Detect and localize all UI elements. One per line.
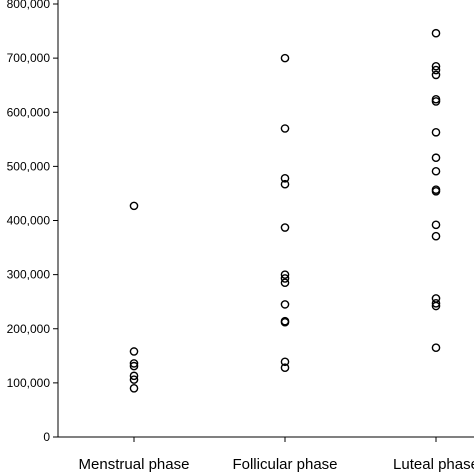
data-point (431, 70, 441, 80)
data-point (280, 357, 290, 367)
data-point (280, 223, 290, 232)
x-axis: Menstrual phase Follicular phase Luteal ph… (58, 436, 474, 473)
data-point (431, 186, 441, 196)
data-point (431, 153, 441, 163)
data-point (280, 317, 290, 327)
y-tick-label: 500,000 (7, 159, 51, 173)
data-point (431, 61, 441, 71)
data-point (431, 220, 441, 230)
data-point (431, 299, 441, 308)
data-point (280, 179, 290, 189)
data-point (280, 300, 290, 309)
data-point (129, 383, 139, 393)
data-point (129, 359, 139, 368)
data-point (431, 231, 441, 241)
data-point (431, 28, 441, 38)
y-tick-label: 800,000 (7, 0, 51, 11)
data-point (431, 65, 441, 75)
y-tick-label: 200,000 (7, 322, 51, 336)
data-point (129, 201, 139, 211)
data-point (280, 278, 290, 288)
data-point (280, 363, 290, 373)
data-point (129, 371, 139, 381)
data-point (280, 173, 290, 183)
y-tick-label: 400,000 (7, 214, 51, 228)
y-tick-label: 600,000 (7, 105, 51, 119)
x-category-label: Follicular phase (232, 456, 337, 473)
x-category-label: Luteal phase (393, 456, 474, 473)
data-points (129, 28, 441, 393)
data-point (280, 270, 290, 279)
y-tick-label: 300,000 (7, 268, 51, 282)
data-point (129, 347, 139, 356)
x-category-label: Menstrual phase (79, 456, 190, 473)
y-tick-label: 100,000 (7, 376, 51, 390)
data-point (129, 361, 139, 371)
y-tick-label: 700,000 (7, 51, 51, 65)
data-point (280, 274, 290, 283)
data-point (431, 343, 441, 352)
data-point (280, 53, 290, 63)
data-point (129, 375, 139, 384)
data-point (431, 301, 441, 311)
data-point (431, 166, 441, 176)
data-point (431, 127, 441, 137)
y-axis: 0 100,000 200,000 300,000 400,000 500,000 600,… (7, 0, 59, 444)
data-point (280, 124, 290, 133)
y-tick-label: 0 (43, 430, 50, 444)
data-point (431, 97, 441, 106)
